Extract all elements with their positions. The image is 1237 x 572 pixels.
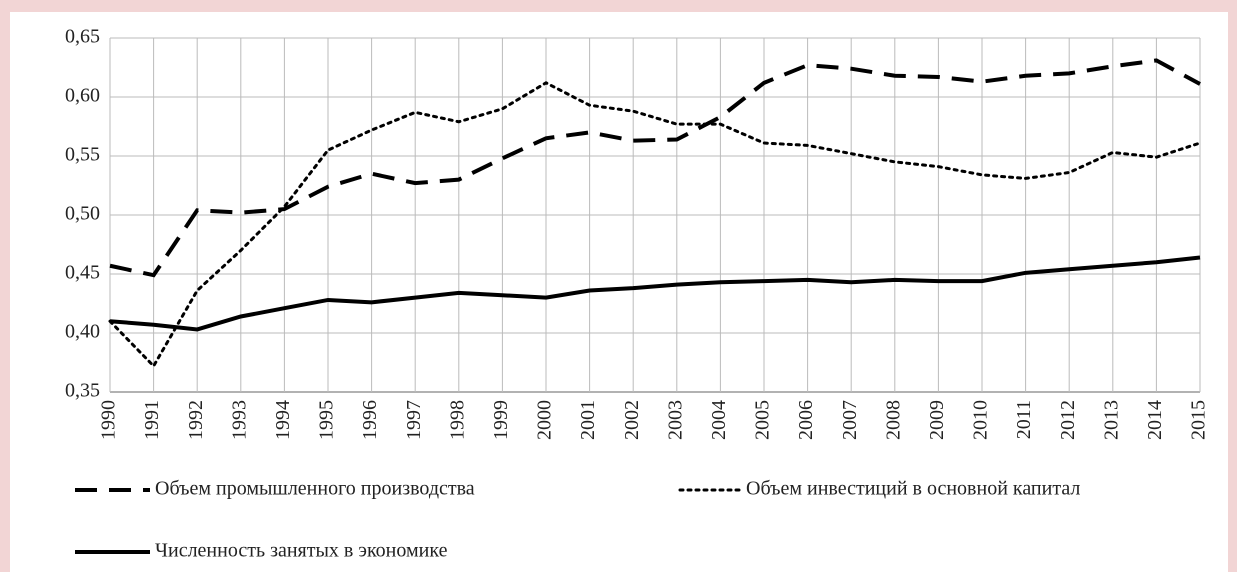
y-tick-label: 0,65 [65,26,100,48]
frame-top [0,0,1237,12]
x-tick-label: 1993 [228,400,250,440]
x-tick-label: 2009 [926,400,948,440]
x-tick-label: 2010 [970,400,992,440]
y-tick-label: 0,45 [65,262,100,284]
x-tick-label: 2012 [1057,400,1079,440]
x-tick-label: 2007 [839,400,861,440]
y-tick-label: 0,55 [65,144,100,166]
x-tick-label: 1994 [272,400,294,440]
x-tick-label: 2011 [1013,400,1035,439]
x-tick-label: 2000 [534,400,556,440]
x-tick-label: 2002 [621,400,643,440]
x-tick-label: 2015 [1188,400,1210,440]
y-tick-label: 0,40 [65,321,100,343]
y-tick-label: 0,50 [65,203,100,225]
x-tick-label: 1998 [446,400,468,440]
legend-label: Численность занятых в экономике [155,540,448,562]
x-tick-label: 2005 [752,400,774,440]
y-tick-label: 0,60 [65,85,100,107]
legend-label: Объем промышленного производства [155,478,475,500]
series-line [109,58,1201,278]
legend-label: Объем инвестиций в основной капитал [746,478,1080,500]
x-tick-label: 2004 [708,400,730,440]
x-tick-label: 1995 [316,400,338,440]
x-tick-label: 2003 [664,400,686,440]
frame-right [1228,0,1237,572]
x-tick-label: 1996 [359,400,381,440]
x-tick-label: 2014 [1144,400,1166,440]
x-tick-label: 1990 [98,400,120,440]
x-tick-label: 2001 [577,400,599,440]
series-line [108,81,1202,369]
frame-left [0,0,10,572]
x-tick-label: 2008 [882,400,904,440]
x-tick-label: 2013 [1100,400,1122,440]
x-tick-label: 1997 [403,400,425,440]
x-tick-label: 1992 [185,400,207,440]
x-tick-label: 1991 [141,400,163,440]
x-tick-label: 1999 [490,400,512,440]
x-tick-label: 2006 [795,400,817,440]
series-line [109,255,1201,332]
y-tick-label: 0,35 [65,380,100,402]
